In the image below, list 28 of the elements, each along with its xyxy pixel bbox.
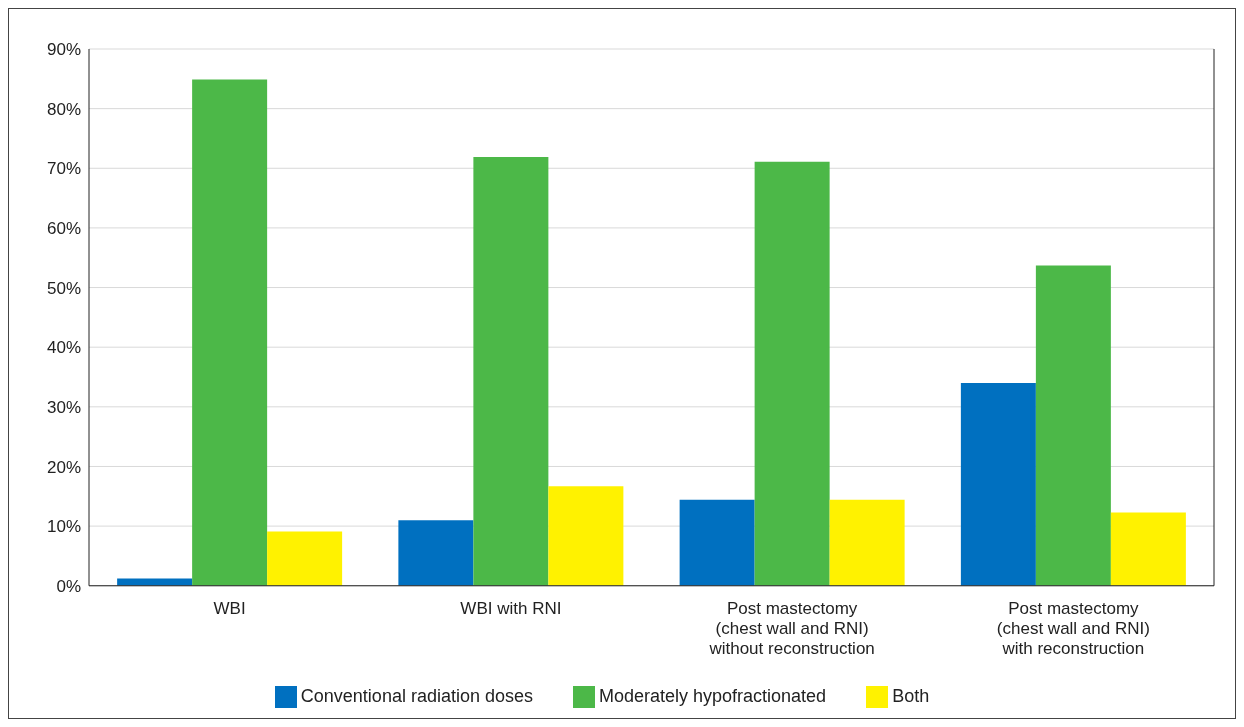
y-tick-label: 0% bbox=[56, 576, 81, 596]
bar bbox=[192, 79, 268, 586]
x-tick-label: Post mastectomy (chest wall and RNI) without reconstruction bbox=[708, 598, 875, 658]
bar bbox=[754, 161, 830, 586]
bar bbox=[960, 382, 1036, 586]
y-tick-label: 80% bbox=[46, 99, 81, 119]
y-tick-label: 10% bbox=[46, 517, 81, 537]
y-tick-label: 40% bbox=[46, 338, 81, 358]
legend-label: Moderately hypofractionated bbox=[598, 685, 827, 706]
x-tick-label: WBI with RNI bbox=[460, 598, 562, 618]
x-tick-label: Post mastectomy (chest wall and RNI) with reconstruction bbox=[996, 598, 1150, 658]
bar bbox=[267, 531, 343, 586]
y-tick-label: 60% bbox=[46, 218, 81, 238]
y-tick-label: 30% bbox=[46, 397, 81, 417]
bar bbox=[473, 156, 549, 586]
y-tick-label: 70% bbox=[46, 159, 81, 179]
y-tick-label: 20% bbox=[46, 457, 81, 477]
x-tick-label: WBI bbox=[213, 598, 246, 618]
bar bbox=[548, 486, 624, 586]
y-tick-label: 50% bbox=[46, 278, 81, 298]
legend-label: Conventional radiation doses bbox=[300, 685, 533, 706]
bar bbox=[829, 499, 905, 586]
legend-label: Both bbox=[892, 685, 930, 706]
bar bbox=[679, 499, 755, 586]
bar bbox=[1110, 512, 1186, 586]
bar bbox=[398, 520, 474, 586]
y-tick-label: 90% bbox=[46, 40, 81, 60]
bar bbox=[1035, 265, 1111, 586]
